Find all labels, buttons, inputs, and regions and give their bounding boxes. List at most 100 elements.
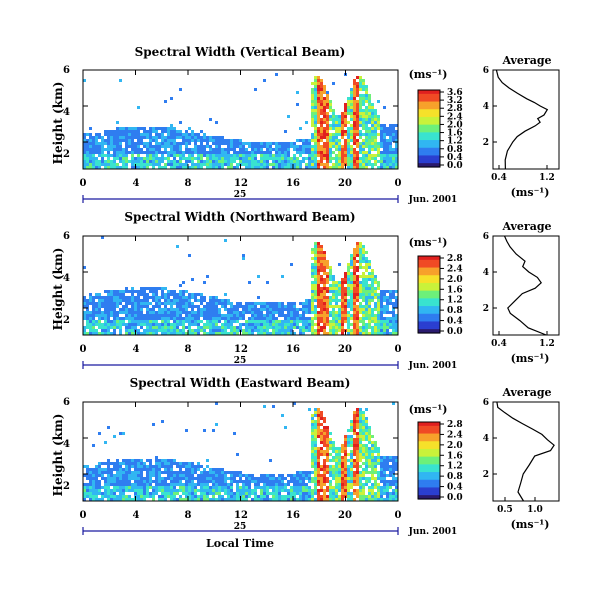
heatmap-cell — [185, 462, 188, 465]
heatmap-cell — [284, 145, 287, 148]
heatmap-cell — [326, 296, 329, 299]
heatmap-cell — [359, 142, 362, 145]
heatmap-cell — [314, 251, 317, 254]
heatmap-cell — [368, 260, 371, 263]
heatmap-cell — [356, 88, 359, 91]
heatmap-cell — [110, 142, 113, 145]
colorbar-tick-label: 2.0 — [447, 275, 463, 285]
heatmap-cell — [305, 166, 308, 169]
heatmap-cell — [383, 305, 386, 308]
heatmap-cell — [272, 154, 275, 157]
colorbar-tick-label: 1.6 — [447, 129, 463, 139]
heatmap-cell — [287, 163, 290, 166]
heatmap-cell — [233, 148, 236, 151]
heatmap-cell — [98, 311, 101, 314]
heatmap-cell — [266, 483, 269, 486]
heatmap-cell — [209, 308, 212, 311]
heatmap-cell — [338, 474, 341, 477]
heatmap-cell — [332, 323, 335, 326]
heatmap-cell — [155, 329, 158, 332]
heatmap-cell — [164, 465, 167, 468]
heatmap-cell — [182, 302, 185, 305]
heatmap-cell — [149, 477, 152, 480]
colorbar-segment — [418, 273, 440, 276]
colorbar-segment — [418, 275, 440, 278]
heatmap-cell — [86, 151, 89, 154]
heatmap-cell — [392, 462, 395, 465]
heatmap-cell — [203, 136, 206, 139]
heatmap-cell — [176, 305, 179, 308]
heatmap-cell — [350, 492, 353, 495]
heatmap-cell — [188, 311, 191, 314]
heatmap-cell — [185, 477, 188, 480]
heatmap-cell — [344, 480, 347, 483]
heatmap-cell — [176, 329, 179, 332]
heatmap-cell — [86, 465, 89, 468]
heatmap-cell — [122, 486, 125, 489]
x-tick-label: 8 — [185, 344, 192, 355]
heatmap-cell — [305, 157, 308, 160]
heatmap-cell — [185, 311, 188, 314]
heatmap-cell — [158, 133, 161, 136]
heatmap-cell — [131, 329, 134, 332]
heatmap-cell — [224, 157, 227, 160]
heatmap-cell — [140, 332, 143, 335]
heatmap-cell — [257, 302, 260, 305]
heatmap-cell — [227, 308, 230, 311]
heatmap-cell — [254, 145, 257, 148]
heatmap-cell — [341, 290, 344, 293]
heatmap-cell — [179, 160, 182, 163]
x-tick-label: 8 — [185, 510, 192, 521]
heatmap-cell — [362, 293, 365, 296]
heatmap-cell — [131, 489, 134, 492]
heatmap-cell — [239, 160, 242, 163]
heatmap-cell — [227, 486, 230, 489]
heatmap-cell — [140, 136, 143, 139]
heatmap-cell — [284, 142, 287, 145]
heatmap-cell — [296, 320, 299, 323]
heatmap-cell — [332, 157, 335, 160]
heatmap-cell — [347, 157, 350, 160]
heatmap-cell — [371, 124, 374, 127]
heatmap-cell — [140, 495, 143, 498]
heatmap-cell — [395, 151, 398, 154]
heatmap-cell — [113, 489, 116, 492]
heatmap-cell — [221, 314, 224, 317]
heatmap-cell — [371, 103, 374, 106]
heatmap-cell — [152, 127, 155, 130]
colorbar-segment — [418, 306, 440, 309]
heatmap-cell — [323, 287, 326, 290]
heatmap-cell — [170, 329, 173, 332]
heatmap-cell — [308, 489, 311, 492]
heatmap-cell — [116, 495, 119, 498]
heatmap-cell — [371, 115, 374, 118]
panel-eastward-beam: Spectral Width (Eastward Beam) Height (k… — [51, 376, 560, 550]
heatmap-cell — [272, 305, 275, 308]
heatmap-cell — [233, 166, 236, 169]
colorbar-segment — [418, 329, 440, 332]
heatmap-cell — [98, 471, 101, 474]
heatmap-cell — [260, 326, 263, 329]
heatmap-cell — [191, 329, 194, 332]
heatmap-cell — [326, 287, 329, 290]
heatmap-cell — [338, 471, 341, 474]
heatmap-cell — [239, 139, 242, 142]
heatmap-cell — [95, 486, 98, 489]
heatmap-cell — [380, 160, 383, 163]
heatmap-cell — [179, 305, 182, 308]
heatmap-cell — [320, 474, 323, 477]
colorbar-segment — [418, 256, 440, 259]
heatmap-cell — [287, 308, 290, 311]
heatmap-cell — [266, 489, 269, 492]
heatmap-cell — [101, 498, 104, 501]
heatmap-cell — [335, 483, 338, 486]
heatmap-cell — [323, 109, 326, 112]
heatmap-cell — [113, 465, 116, 468]
heatmap-cell — [365, 154, 368, 157]
x-tick-label: 0 — [80, 344, 87, 355]
heatmap-cell — [296, 308, 299, 311]
heatmap-cell — [161, 145, 164, 148]
heatmap-cell — [359, 121, 362, 124]
heatmap-cell — [314, 275, 317, 278]
heatmap-cell — [350, 166, 353, 169]
